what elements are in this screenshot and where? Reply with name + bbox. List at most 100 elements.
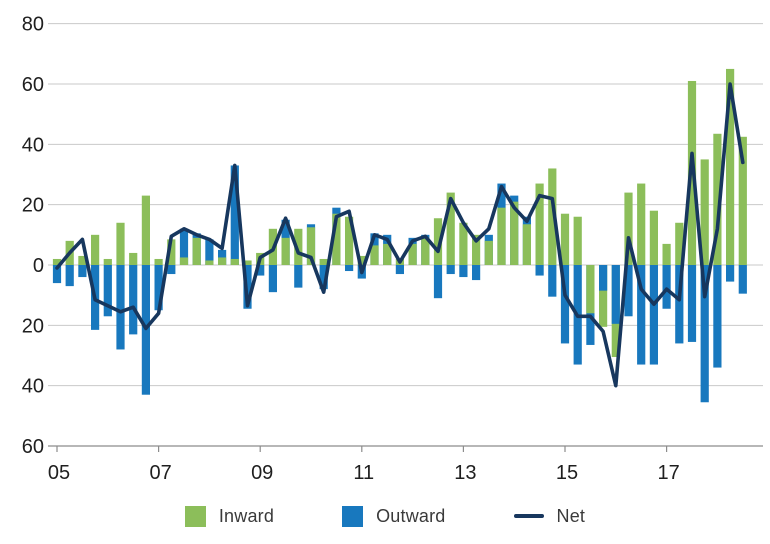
bar-inward-2006Q4	[141, 195, 150, 265]
x-tick-label-11: 11	[353, 462, 374, 484]
y-tick-label-40: 40	[22, 134, 44, 156]
bar-inward-2011Q3	[383, 243, 392, 265]
bar-outward-2006Q3	[129, 265, 138, 335]
legend-item-inward: Inward	[184, 505, 275, 527]
legend-label-outward: Outward	[376, 505, 446, 526]
bar-outward-2007Q1	[154, 265, 163, 311]
bar-outward-2013Q1	[459, 265, 468, 278]
x-tick-label-09: 09	[251, 462, 273, 484]
bar-inward-2017Q1	[662, 243, 671, 265]
legend-item-outward: Outward	[342, 505, 446, 527]
y-tick-label--40: 40	[22, 376, 44, 398]
y-tick-label-80: 80	[22, 14, 44, 36]
y-tick-label-0: 0	[33, 255, 44, 277]
bar-inward-2011Q2	[370, 245, 379, 265]
bar-inward-2018Q1	[713, 133, 722, 265]
bar-inward-2016Q4	[649, 210, 658, 265]
bar-inward-2018Q3	[738, 136, 747, 265]
bar-outward-2016Q2	[624, 265, 633, 317]
bar-outward-2005Q2	[65, 265, 74, 287]
bar-outward-2010Q4	[345, 265, 354, 272]
bar-outward-2014Q3	[535, 265, 544, 276]
bar-inward-2012Q1	[408, 243, 417, 265]
bar-inward-2015Q1	[560, 213, 570, 265]
bar-outward-2008Q3	[230, 165, 239, 265]
bar-inward-2008Q3	[230, 258, 239, 265]
bar-outward-2017Q2	[675, 265, 684, 344]
bar-outward-2017Q3	[687, 265, 697, 342]
bar-inward-2015Q3	[586, 265, 595, 314]
bar-outward-2006Q1	[103, 265, 112, 317]
bar-inward-2014Q1	[510, 201, 519, 265]
bar-inward-2011Q1	[357, 255, 366, 265]
bar-outward-2005Q1	[52, 265, 62, 284]
bar-inward-2006Q2	[116, 222, 125, 265]
x-tick-label-15: 15	[556, 462, 578, 484]
bar-outward-2005Q3	[78, 265, 87, 278]
y-tick-label-60: 60	[22, 74, 44, 96]
bar-outward-2017Q1	[662, 265, 671, 309]
bar-inward-2007Q3	[179, 257, 189, 265]
bar-outward-2012Q4	[446, 265, 455, 275]
bar-outward-2008Q1	[205, 239, 214, 265]
bar-outward-2014Q4	[548, 265, 557, 297]
x-tick-label-07: 07	[149, 462, 171, 484]
bar-inward-2009Q3	[281, 237, 290, 265]
bar-inward-2007Q1	[154, 258, 163, 265]
bar-inward-2013Q3	[484, 240, 493, 265]
bar-inward-2018Q2	[726, 68, 735, 266]
bar-inward-2010Q2	[319, 258, 328, 265]
legend-label-inward: Inward	[218, 505, 275, 526]
bar-inward-2017Q2	[675, 222, 684, 265]
net-line	[55, 82, 745, 388]
bar-inward-2014Q3	[535, 183, 544, 265]
bar-inward-2012Q3	[433, 218, 443, 265]
bar-outward-2015Q4	[599, 265, 608, 291]
y-tick-label-20: 20	[22, 195, 44, 217]
outward-swatch-icon	[342, 505, 364, 527]
bar-inward-2008Q4	[243, 260, 252, 265]
x-tick-label-13: 13	[454, 462, 476, 484]
bar-inward-2015Q2	[573, 216, 582, 265]
bar-outward-2016Q1	[611, 265, 620, 324]
bar-outward-2015Q1	[560, 265, 570, 344]
legend-label-net: Net	[556, 505, 586, 526]
bar-inward-2012Q2	[421, 237, 430, 265]
bar-inward-2015Q4	[599, 265, 608, 327]
bar-inward-2010Q4	[345, 216, 354, 265]
bar-outward-2018Q3	[738, 265, 747, 294]
bar-inward-2005Q1	[52, 258, 62, 265]
bar-outward-2018Q2	[726, 265, 735, 282]
bar-outward-2009Q2	[268, 265, 277, 293]
bar-outward-2012Q3	[433, 265, 443, 299]
legend-item-net: Net	[513, 505, 586, 527]
bar-inward-2013Q2	[472, 234, 481, 265]
bar-inward-2014Q2	[522, 224, 531, 265]
bar-outward-2016Q4	[649, 265, 658, 365]
bar-inward-2017Q4	[700, 159, 709, 265]
fdi-chart-plot: 05 07 09 11 13 15 17 80 60 40 20 0 20 40 60	[22, 14, 763, 484]
bar-inward-2010Q3	[332, 213, 341, 265]
bar-outward-2017Q4	[700, 265, 709, 403]
y-tick-label--20: 20	[22, 315, 44, 337]
bar-inward-2006Q1	[103, 258, 112, 265]
bar-inward-2010Q1	[306, 227, 316, 265]
bar-inward-2006Q3	[129, 252, 138, 265]
bar-outward-2010Q2	[319, 265, 328, 290]
bar-inward-2016Q2	[624, 192, 633, 265]
bar-outward-2009Q4	[294, 265, 303, 288]
bar-outward-2018Q1	[713, 265, 722, 368]
bar-inward-2014Q4	[548, 168, 557, 265]
net-line-swatch-icon	[513, 514, 544, 518]
x-tick-label-17: 17	[657, 462, 679, 484]
bar-inward-2008Q1	[205, 260, 214, 265]
bar-outward-2016Q3	[637, 265, 646, 365]
bar-outward-2013Q2	[472, 265, 481, 281]
chart-legend: Inward Outward Net	[0, 496, 770, 536]
bar-inward-2012Q4	[446, 192, 455, 265]
bar-inward-2013Q4	[497, 207, 506, 265]
bar-inward-2008Q2	[218, 257, 227, 265]
y-tick-label--60: 60	[22, 436, 44, 458]
bar-outward-2007Q2	[167, 265, 176, 275]
